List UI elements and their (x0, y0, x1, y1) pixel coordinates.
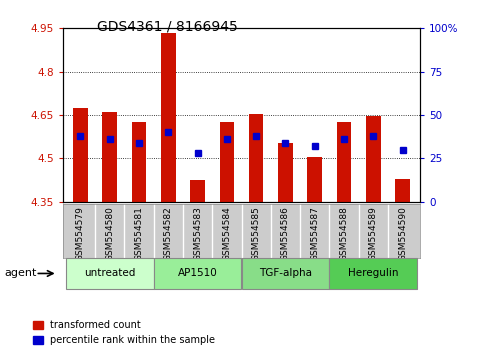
Text: GSM554583: GSM554583 (193, 206, 202, 261)
Legend: transformed count, percentile rank within the sample: transformed count, percentile rank withi… (29, 316, 219, 349)
Bar (242, 258, 329, 289)
Bar (278, 143, 293, 202)
Bar (307, 157, 322, 202)
Bar (66, 258, 154, 289)
Bar (329, 258, 417, 289)
Bar (249, 114, 263, 202)
Bar (337, 122, 351, 202)
Text: GSM554581: GSM554581 (134, 206, 143, 261)
Bar (132, 122, 146, 202)
Text: agent: agent (5, 268, 37, 278)
Bar (190, 180, 205, 202)
Text: AP1510: AP1510 (178, 268, 217, 279)
Bar (73, 108, 88, 202)
Text: GSM554590: GSM554590 (398, 206, 407, 261)
Bar (161, 33, 176, 202)
Text: GSM554580: GSM554580 (105, 206, 114, 261)
Text: GSM554582: GSM554582 (164, 206, 173, 261)
Text: GSM554588: GSM554588 (340, 206, 349, 261)
Bar (102, 112, 117, 202)
Text: GSM554589: GSM554589 (369, 206, 378, 261)
Text: GSM554586: GSM554586 (281, 206, 290, 261)
Text: GSM554585: GSM554585 (252, 206, 261, 261)
Bar (366, 116, 381, 202)
Text: GSM554579: GSM554579 (76, 206, 85, 261)
Text: Heregulin: Heregulin (348, 268, 398, 279)
Text: GSM554584: GSM554584 (222, 206, 231, 261)
Bar (395, 179, 410, 202)
Text: untreated: untreated (84, 268, 135, 279)
Text: GSM554587: GSM554587 (310, 206, 319, 261)
Text: GDS4361 / 8166945: GDS4361 / 8166945 (97, 19, 237, 34)
Text: TGF-alpha: TGF-alpha (259, 268, 312, 279)
Bar (220, 122, 234, 202)
Bar (154, 258, 242, 289)
